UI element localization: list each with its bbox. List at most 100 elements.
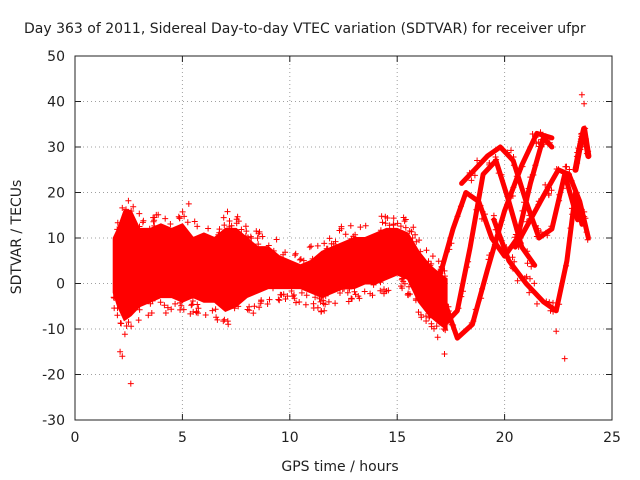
series-main-band-edge-point	[181, 213, 188, 220]
series-arc-B-point	[448, 240, 455, 247]
series-main-band-edge-point	[125, 319, 132, 326]
series-arc-F-point	[516, 228, 523, 235]
series-arc-E-point	[514, 277, 521, 284]
series-main-band-edge-point	[401, 218, 408, 225]
series-arc-A-point	[524, 248, 531, 255]
series-arc-D-point	[533, 233, 540, 240]
series-arc-B-point	[482, 211, 488, 218]
series-arc-B-point	[519, 207, 526, 214]
series-main-band-edge-point	[226, 218, 233, 224]
series-arc-A-point	[412, 264, 419, 271]
series-main-band-edge-point	[309, 255, 316, 262]
series-arc-B-point	[437, 277, 444, 284]
series-main-band-edge-point	[177, 299, 184, 306]
series-main-band-edge-point	[288, 288, 295, 294]
series-main-band-edge-point	[408, 228, 415, 235]
series-arc-C-point	[537, 129, 544, 136]
x-tick-label: 10	[281, 430, 299, 446]
series-arc-D-point	[466, 169, 473, 176]
chart-title: Day 363 of 2011, Sidereal Day-to-day VTE…	[24, 21, 586, 37]
series-main-band-edge-point	[293, 299, 299, 306]
series-arc-E-point	[547, 307, 554, 314]
series-main-band-edge-point	[189, 298, 196, 304]
series-main-band-edge-point	[209, 307, 216, 314]
series-main-band-edge-point	[357, 224, 364, 231]
series-main-band-edge-point	[377, 287, 384, 294]
series-arc-C-point	[509, 193, 516, 199]
series-arc-A-point	[429, 296, 436, 303]
series-arc-C-point	[450, 322, 457, 328]
series-main-band-edge-point	[355, 293, 362, 300]
series-main-band-edge-point	[128, 208, 135, 214]
series-main-band-edge-point	[303, 292, 310, 299]
series-arc-A-point	[463, 264, 470, 271]
series-arc-F-point	[573, 189, 580, 196]
series-arc-F-point	[584, 236, 591, 243]
series-arc-C-point	[529, 131, 536, 137]
series-main-band-edge-point	[195, 305, 202, 312]
y-tick-label: 30	[47, 140, 65, 156]
series-arc-A-point	[458, 293, 465, 300]
series-outliers-point	[117, 348, 124, 355]
x-tick-label: 20	[496, 430, 514, 446]
series-arc-B-point	[477, 202, 484, 209]
series-main-band-edge-point	[344, 289, 351, 296]
series-arc-A-point	[498, 171, 505, 178]
series-main-band-edge-point	[136, 210, 143, 217]
series-outliers-point	[400, 214, 407, 221]
series-outliers-point	[185, 200, 192, 207]
series-arc-F-point	[542, 181, 549, 188]
series-arc-D-point	[556, 191, 563, 198]
series-arc-C-point	[470, 318, 477, 325]
series-outliers-point	[441, 351, 448, 357]
series-main-band-edge-point	[289, 293, 296, 300]
series-main-band-edge-point	[231, 305, 238, 312]
y-tick-label: 10	[47, 231, 65, 247]
series-main-band-edge-point	[162, 215, 169, 222]
series-main-band-edge-point	[320, 300, 327, 307]
series-main-band-edge-point	[212, 306, 219, 313]
series-arc-A-point	[415, 257, 422, 264]
series-main-band-edge-point	[377, 279, 384, 286]
series-main-band	[112, 209, 448, 331]
series-tail-cluster-point	[574, 149, 581, 156]
series-outliers-point	[338, 223, 345, 230]
series-arc-C-point	[478, 295, 485, 302]
series-arc-C-point	[492, 239, 499, 246]
y-tick-label: -30	[42, 413, 65, 429]
series-main-band-edge-point	[114, 305, 121, 312]
series-arc-F-point	[516, 238, 523, 245]
series-arc-E-point	[499, 245, 506, 252]
series-main-band-edge-point	[270, 285, 276, 292]
series-main-band-edge-point	[300, 257, 307, 264]
series-main-band-edge-point	[296, 299, 303, 305]
series-main-band-edge-point	[247, 233, 254, 240]
series-outliers-point	[127, 380, 134, 387]
series-main-band-edge-point	[410, 224, 417, 231]
series-main-band-edge-point	[111, 295, 118, 301]
series-main-band-edge-point	[255, 241, 262, 248]
series-main-band-edge-point	[179, 208, 186, 215]
series-arc-C-point	[535, 139, 542, 146]
series-main-band-edge-point	[119, 204, 126, 211]
series-main-band-edge-point	[399, 275, 406, 282]
series-arc-E-point	[567, 225, 574, 232]
series-main-band-edge-point	[194, 301, 201, 308]
series-main-band-edge-point	[149, 297, 156, 304]
y-tick-label: -10	[42, 322, 65, 338]
series-arc-F-point	[535, 201, 542, 208]
series-main-band-edge-point	[284, 293, 291, 300]
series-arc-F-point	[553, 166, 560, 172]
series-main-band-edge-point	[258, 298, 265, 305]
series-main-band-edge-point	[194, 223, 201, 230]
series-main-band-edge-point	[321, 240, 328, 247]
series-arc-D-point	[521, 199, 528, 206]
series-main-band-edge-point	[244, 306, 251, 313]
series-outliers-point	[250, 310, 257, 317]
series-main-band-edge-point	[390, 222, 397, 229]
series-main-band-edge-point	[412, 295, 419, 302]
series-main-band-edge-point	[254, 235, 261, 242]
series-main-band-edge-point	[390, 215, 397, 222]
series-main-band-edge-point	[361, 288, 368, 295]
